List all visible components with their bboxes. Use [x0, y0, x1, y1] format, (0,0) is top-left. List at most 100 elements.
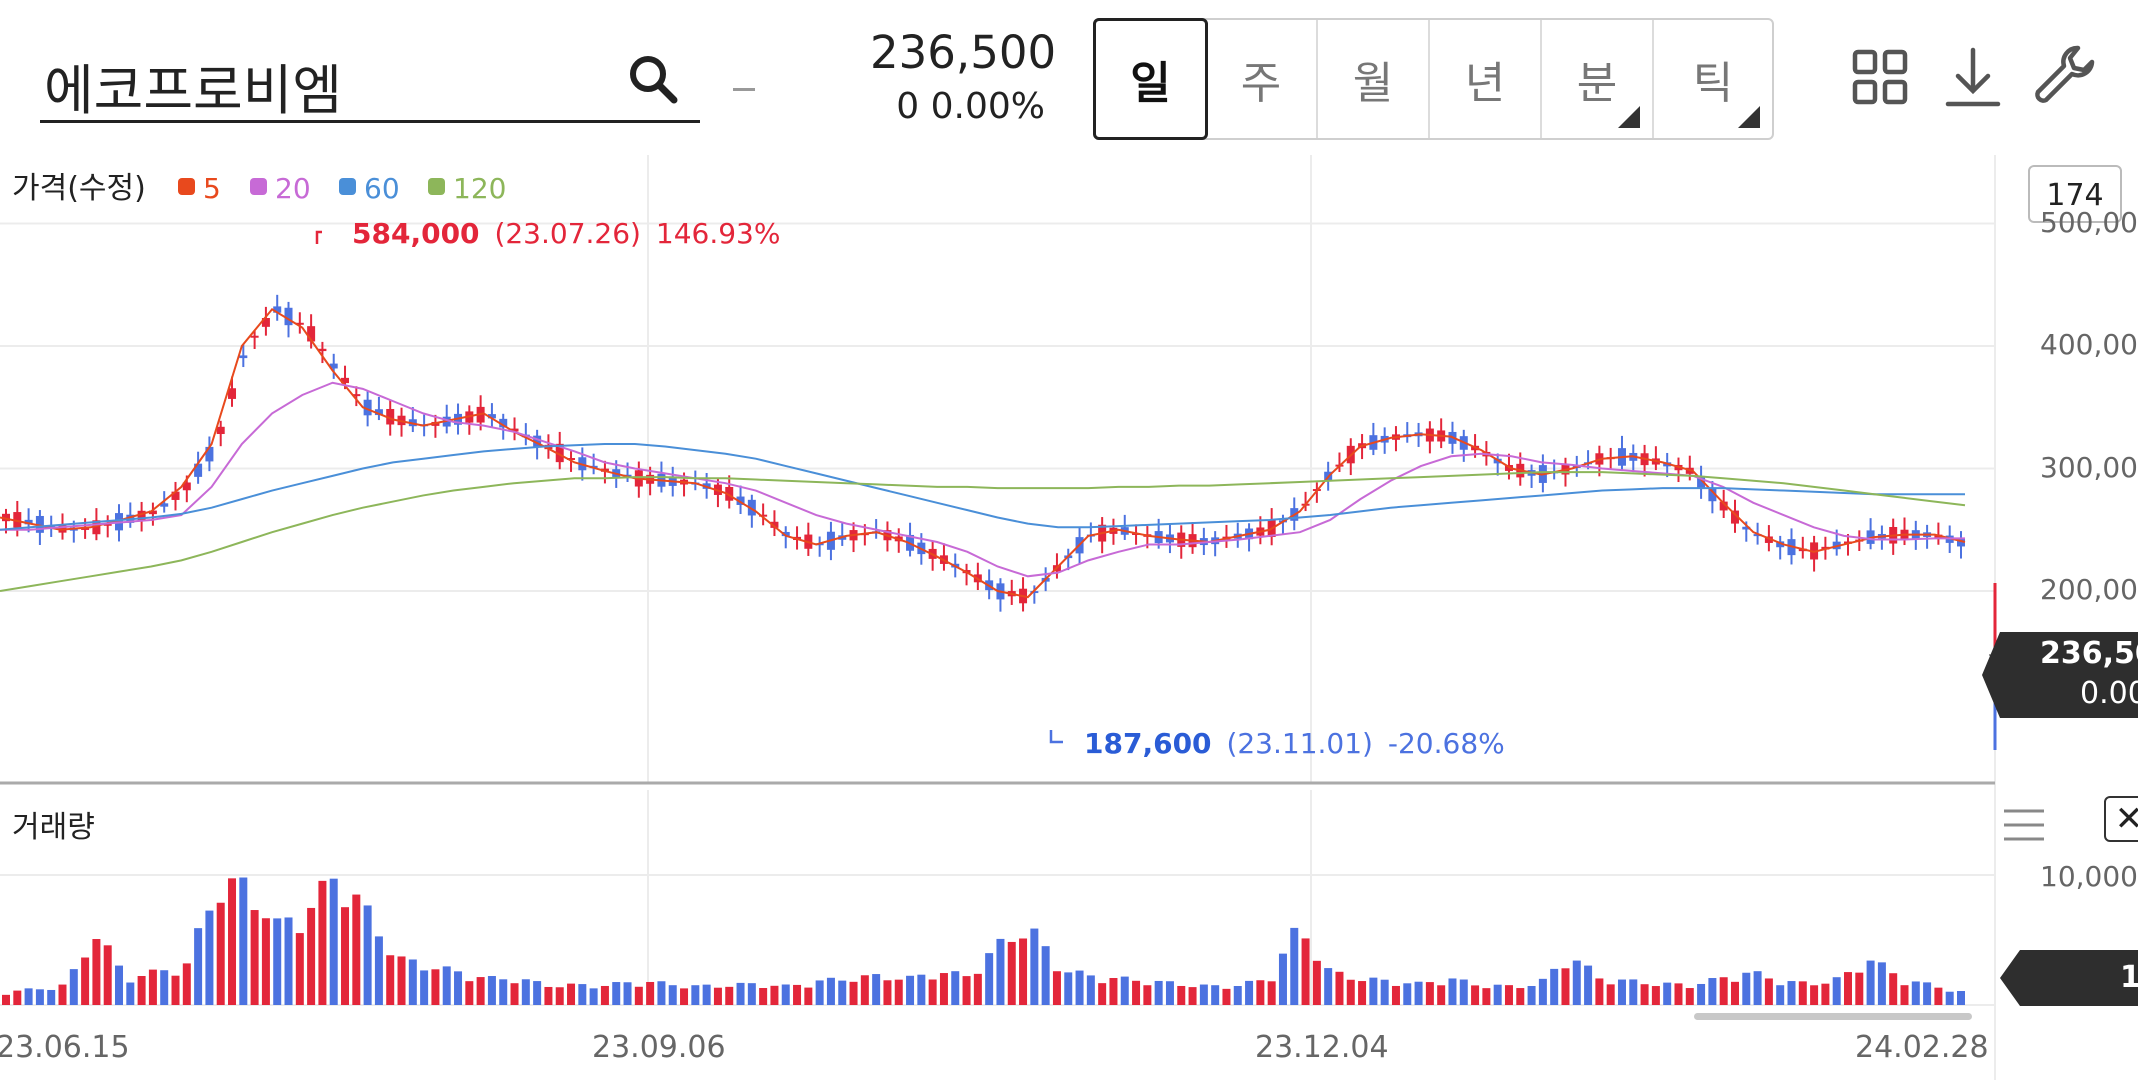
legend-label: 120 — [453, 172, 506, 205]
volume-bar — [273, 918, 282, 1005]
volume-bar — [1663, 982, 1672, 1005]
period-tab[interactable]: 틱 — [1654, 20, 1772, 138]
volume-bar — [1324, 968, 1333, 1005]
volume-bar — [454, 971, 463, 1005]
candle-body — [239, 355, 248, 359]
period-tab[interactable]: 월 — [1318, 20, 1430, 138]
current-price-tag-pct: 0.00% — [2080, 676, 2138, 711]
candle-body — [284, 307, 293, 326]
volume-bar — [623, 982, 632, 1005]
candle-body — [1730, 510, 1739, 524]
volume-bar — [1233, 986, 1242, 1005]
volume-bar — [1787, 981, 1796, 1005]
search-icon[interactable] — [626, 52, 682, 112]
volume-bar — [47, 989, 56, 1005]
volume-bar — [770, 985, 779, 1005]
candle-count-badge[interactable]: 174 — [2028, 165, 2122, 223]
wrench-icon[interactable] — [2032, 42, 2102, 112]
volume-bar — [1911, 981, 1920, 1005]
period-tab[interactable]: 일 — [1093, 18, 1208, 140]
volume-bar — [1143, 985, 1152, 1005]
volume-bar — [442, 966, 451, 1005]
volume-bar — [1358, 981, 1367, 1005]
volume-bar — [408, 959, 417, 1005]
volume-bar — [883, 980, 892, 1005]
candle-body — [555, 443, 564, 463]
volume-bar — [1267, 981, 1276, 1005]
candle-body — [137, 510, 146, 521]
volume-bar — [1832, 977, 1841, 1005]
chart-scrollbar[interactable] — [1694, 1013, 1972, 1020]
volume-bar — [261, 918, 270, 1005]
volume-bar — [137, 975, 146, 1005]
volume-bar — [374, 936, 383, 1005]
ma-line-5 — [0, 307, 1966, 599]
volume-bars — [2, 877, 1965, 1005]
price-panel-title: 가격(수정) — [12, 171, 146, 206]
ma-legend: 5 20 60 120 — [178, 172, 506, 205]
volume-bar — [1041, 946, 1050, 1005]
period-tab[interactable]: 년 — [1430, 20, 1542, 138]
volume-bar — [1448, 978, 1457, 1005]
volume-bar — [973, 973, 982, 1005]
volume-bar — [533, 981, 542, 1005]
volume-bar — [1312, 960, 1321, 1005]
volume-bar — [363, 905, 372, 1005]
download-icon[interactable] — [1938, 42, 2008, 112]
volume-bar — [906, 975, 915, 1005]
y-axis-label: 300,000 — [2040, 450, 2138, 484]
volume-bar — [725, 986, 734, 1005]
volume-bar — [1889, 973, 1898, 1005]
candle-body — [1742, 526, 1751, 530]
volume-bar — [431, 969, 440, 1005]
volume-tag-shape — [2000, 950, 2138, 1006]
grid-icon[interactable] — [1845, 42, 1915, 112]
volume-bar — [1177, 985, 1186, 1005]
volume-bar — [1923, 982, 1932, 1005]
period-tab[interactable]: 주 — [1206, 20, 1318, 138]
candle-body — [374, 409, 383, 416]
volume-bar — [341, 907, 350, 1005]
volume-bar — [1584, 965, 1593, 1005]
volume-bar — [1516, 988, 1525, 1005]
candle-body — [533, 435, 542, 448]
volume-bar — [996, 938, 1005, 1005]
volume-bar — [1425, 982, 1434, 1005]
high-price: 584,000 — [352, 217, 480, 250]
search-box[interactable]: 에코프로비엠 — [40, 40, 700, 123]
volume-bar — [216, 902, 225, 1005]
current-price-tag-shape — [1982, 632, 2138, 718]
volume-bar — [160, 970, 169, 1005]
volume-bar — [804, 987, 813, 1005]
volume-bar — [250, 910, 259, 1005]
volume-bar — [872, 974, 881, 1005]
volume-bar — [1064, 972, 1073, 1005]
volume-bar — [2, 994, 10, 1005]
volume-bar — [544, 986, 553, 1005]
volume-bar — [1120, 976, 1129, 1005]
legend-swatch — [250, 178, 267, 195]
volume-bar — [1776, 985, 1785, 1005]
volume-bar — [567, 983, 576, 1005]
volume-bar — [555, 987, 564, 1005]
volume-axis-label: 10,000K — [2040, 860, 2138, 893]
volume-tag: 1 — [2002, 950, 2138, 1006]
volume-bar — [1561, 968, 1570, 1005]
volume-bar — [182, 963, 191, 1005]
x-axis-label: 23.06.15 — [0, 1030, 130, 1065]
volume-bar — [1075, 970, 1084, 1005]
volume-bar — [1504, 985, 1513, 1005]
period-tab[interactable]: 분 — [1542, 20, 1654, 138]
x-axis-label: 24.02.28 — [1855, 1030, 1989, 1065]
stock-chart[interactable]: 가격(수정) 5 20 60 120 584,000 (23.07.26) 146.9… — [0, 155, 2138, 1080]
close-panel-button[interactable]: ✕ — [2104, 796, 2138, 842]
volume-bar — [1764, 978, 1773, 1005]
menu-icon[interactable] — [2002, 805, 2046, 849]
volume-bar — [487, 976, 496, 1005]
volume-bar — [1290, 927, 1299, 1005]
volume-bar — [646, 981, 655, 1005]
candle-body — [35, 515, 44, 533]
legend-swatch — [178, 178, 195, 195]
candle-body — [1719, 501, 1728, 511]
volume-bar — [1753, 971, 1762, 1005]
